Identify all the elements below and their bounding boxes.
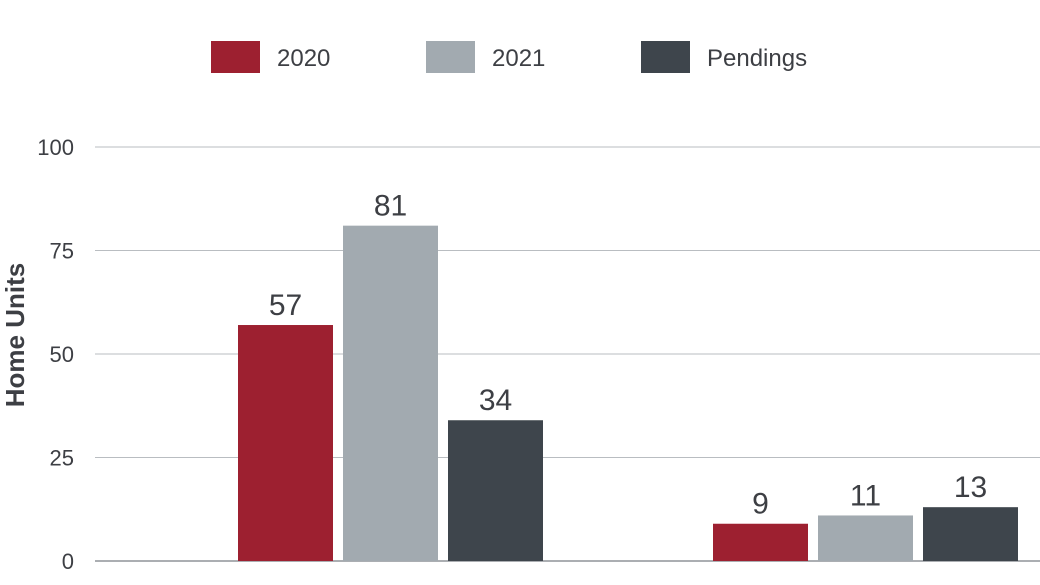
data-label: 34	[479, 384, 512, 417]
data-label: 9	[752, 488, 769, 521]
legend-swatch-2021	[426, 41, 475, 73]
gridlines	[95, 146, 1040, 562]
bar-pendings	[923, 507, 1018, 561]
legend-swatch-pendings	[641, 41, 690, 73]
y-tick-label: 25	[50, 446, 74, 471]
bar-2021	[818, 515, 913, 561]
legend-label: Pendings	[707, 45, 807, 72]
data-label: 13	[954, 471, 987, 504]
y-tick-label: 0	[62, 549, 74, 574]
legend-label: 2021	[492, 45, 545, 72]
legend-label: 2020	[277, 45, 330, 72]
bars	[238, 225, 1018, 561]
legend: 2020 2021 Pendings	[211, 41, 807, 73]
bar-2020	[238, 325, 333, 561]
bar-pendings	[448, 420, 543, 561]
data-label: 11	[850, 479, 881, 512]
y-tick-label: 100	[37, 135, 74, 160]
bar-2021	[343, 225, 438, 561]
bar-2020	[713, 523, 808, 561]
y-axis-label: Home Units	[0, 263, 30, 407]
y-tick-label: 50	[50, 342, 74, 367]
y-tick-label: 75	[50, 239, 74, 264]
data-label: 81	[374, 190, 407, 223]
data-label: 57	[269, 289, 302, 322]
data-labels: 57 81 34 9 11 13	[269, 190, 987, 521]
y-axis-ticks: 0 25 50 75 100	[37, 135, 74, 574]
legend-swatch-2020	[211, 41, 260, 73]
